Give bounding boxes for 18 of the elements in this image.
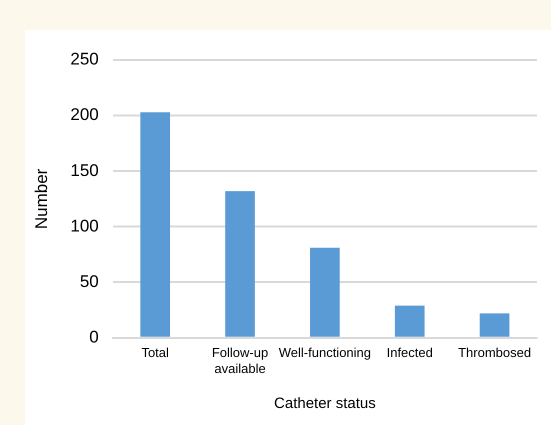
y-tick-label: 150 bbox=[70, 160, 99, 180]
bar bbox=[140, 112, 170, 337]
x-tick-label: Total bbox=[141, 345, 170, 360]
bar bbox=[480, 313, 510, 337]
x-tick-label: Follow-up available bbox=[212, 345, 268, 376]
y-axis-title: Number bbox=[32, 168, 51, 230]
x-axis-title: Catheter status bbox=[274, 395, 376, 412]
y-tick-label: 250 bbox=[70, 50, 99, 69]
y-tick-label: 200 bbox=[70, 105, 99, 124]
x-tick-label: Thrombosed bbox=[458, 345, 532, 360]
y-tick-label: 100 bbox=[70, 216, 99, 236]
x-tick-label: Infected bbox=[386, 345, 433, 360]
y-tick-label: 50 bbox=[80, 272, 99, 291]
bar bbox=[225, 191, 255, 337]
bar bbox=[310, 248, 340, 337]
bar bbox=[394, 306, 425, 337]
x-tick-label: Well-functioning bbox=[278, 345, 372, 360]
y-tick-label: 0 bbox=[89, 327, 99, 346]
